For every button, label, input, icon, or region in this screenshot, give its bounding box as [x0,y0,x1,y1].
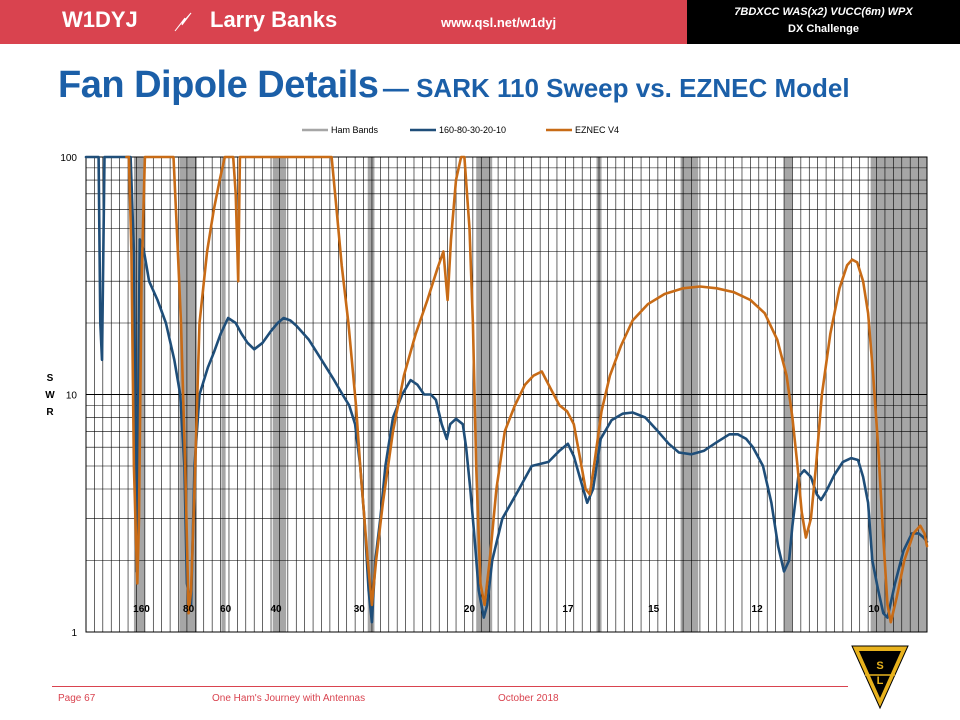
awards-line-1: 7BDXCC WAS(x2) VUCC(6m) WPX [734,6,913,18]
footer-divider [52,686,848,687]
y-axis-label-w: W [45,390,55,401]
y-axis-label-s: S [46,373,54,384]
series-line-1 [84,155,929,624]
chart-grid [85,156,928,633]
slide-title-main: Fan Dipole Details [58,64,379,106]
footer-page: Page 67 [58,693,96,704]
band-label: 10 [868,604,880,615]
band-label: 15 [648,604,660,615]
y-tick-label: 1 [71,628,77,639]
lightning-icon [174,12,192,32]
awards-panel: 7BDXCC WAS(x2) VUCC(6m) WPX DX Challenge [687,0,960,44]
chart-legend: Ham Bands 160-80-30-20-10 EZNEC V4 [302,125,619,135]
awards-line-2: DX Challenge [788,23,859,35]
y-tick-labels: 100 10 1 [60,153,77,639]
footer-book-title: One Ham's Journey with Antennas [212,693,366,704]
y-tick-label: 10 [66,391,78,402]
svg-text:S: S [876,660,883,672]
band-label: 80 [183,604,195,615]
band-label: 40 [271,604,283,615]
svg-text:L: L [877,675,884,687]
slide-title-sub: — SARK 110 Sweep vs. EZNEC Model [382,73,850,103]
operator-name: Larry Banks [210,7,338,32]
legend-label-0: Ham Bands [331,125,379,135]
legend-label-1: 160-80-30-20-10 [439,125,506,135]
band-labels: 160 80 60 40 30 20 17 15 12 10 [133,604,880,615]
band-label: 60 [220,604,232,615]
slide-title: Fan Dipole Details — SARK 110 Sweep vs. … [58,64,850,107]
series-lines [84,155,929,624]
callsign: W1DYJ [62,7,138,32]
swr-chart: 160 80 60 40 30 20 17 15 12 10 Ham Bands 160-80-30… [60,125,929,639]
band-label: 12 [752,604,764,615]
band-label: 20 [464,604,476,615]
band-label: 17 [562,604,574,615]
y-tick-label: 100 [60,153,77,164]
header-banner [0,0,687,44]
plot-frame [85,156,928,633]
footer-date: October 2018 [498,693,559,704]
series-line-2 [125,155,929,624]
y-axis-label-r: R [46,407,54,418]
band-label: 30 [354,604,366,615]
website-url[interactable]: www.qsl.net/w1dyj [441,15,557,30]
ssl-club-logo-icon: S L [851,645,909,710]
legend-label-2: EZNEC V4 [575,125,619,135]
band-label: 160 [133,604,150,615]
